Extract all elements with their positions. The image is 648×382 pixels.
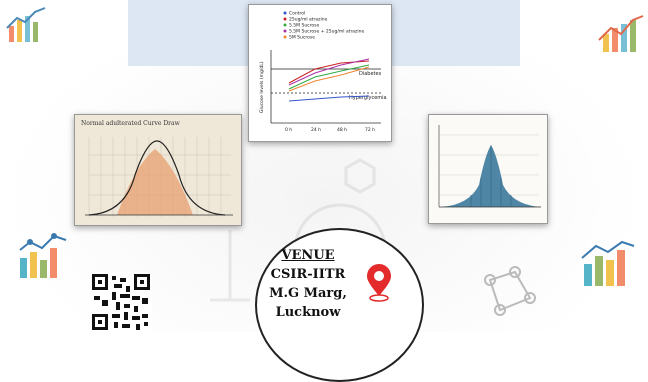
legend-label: Control	[289, 11, 305, 17]
legend-label: 5M Sucrose	[289, 35, 315, 41]
legend-label: 5.5M Sucrose + 25ug/ml atrazine	[289, 29, 365, 35]
legend-label: 25ug/ml atrazine	[289, 17, 328, 23]
venue-line2: M.G Marg,	[269, 286, 347, 301]
molecule-silhouette	[344, 158, 376, 194]
venue-heading: VENUE	[281, 248, 335, 263]
y-axis-label: Glucose levels (mg/dL)	[259, 61, 265, 113]
x-tick-label: 48 h	[337, 127, 347, 133]
bar-chart-icon	[6, 7, 46, 42]
diabetes-line-label: Diabetes	[359, 71, 382, 77]
glucose-line-chart-card: Control 25ug/ml atrazine 5.5M Sucrose 5.…	[248, 4, 392, 142]
microscope-silhouette	[210, 230, 250, 302]
bar-chart-icon	[19, 233, 67, 278]
bell-curve-chart: Normal adulterated Curve Draw	[81, 120, 233, 217]
venue-text: VENUE CSIR-IITR M.G Marg, Lucknow	[268, 246, 348, 322]
x-tick-label: 72 h	[365, 127, 375, 133]
distribution-curve-card	[428, 114, 548, 224]
venue-line1: CSIR-IITR	[270, 267, 346, 282]
bar-chart-icon	[598, 15, 644, 52]
x-tick-label: 0 h	[285, 127, 292, 133]
hyperglycemia-line-label: Hyperglycemia	[349, 95, 387, 101]
x-tick-label: 24 h	[311, 127, 321, 133]
curve-chart-title: Normal adulterated Curve Draw	[81, 120, 181, 127]
location-pin-icon	[367, 264, 391, 302]
distribution-curve-chart	[438, 125, 541, 208]
glucose-line-chart: Control 25ug/ml atrazine 5.5M Sucrose 5.…	[259, 11, 387, 134]
molecule-decoration	[484, 266, 536, 316]
legend-label: 5.5M Sucrose	[289, 23, 320, 29]
venue-line3: Lucknow	[275, 305, 341, 320]
bar-chart-icon	[581, 240, 635, 286]
qr-code[interactable]	[90, 272, 152, 332]
bell-curve-card: Normal adulterated Curve Draw	[74, 114, 242, 226]
